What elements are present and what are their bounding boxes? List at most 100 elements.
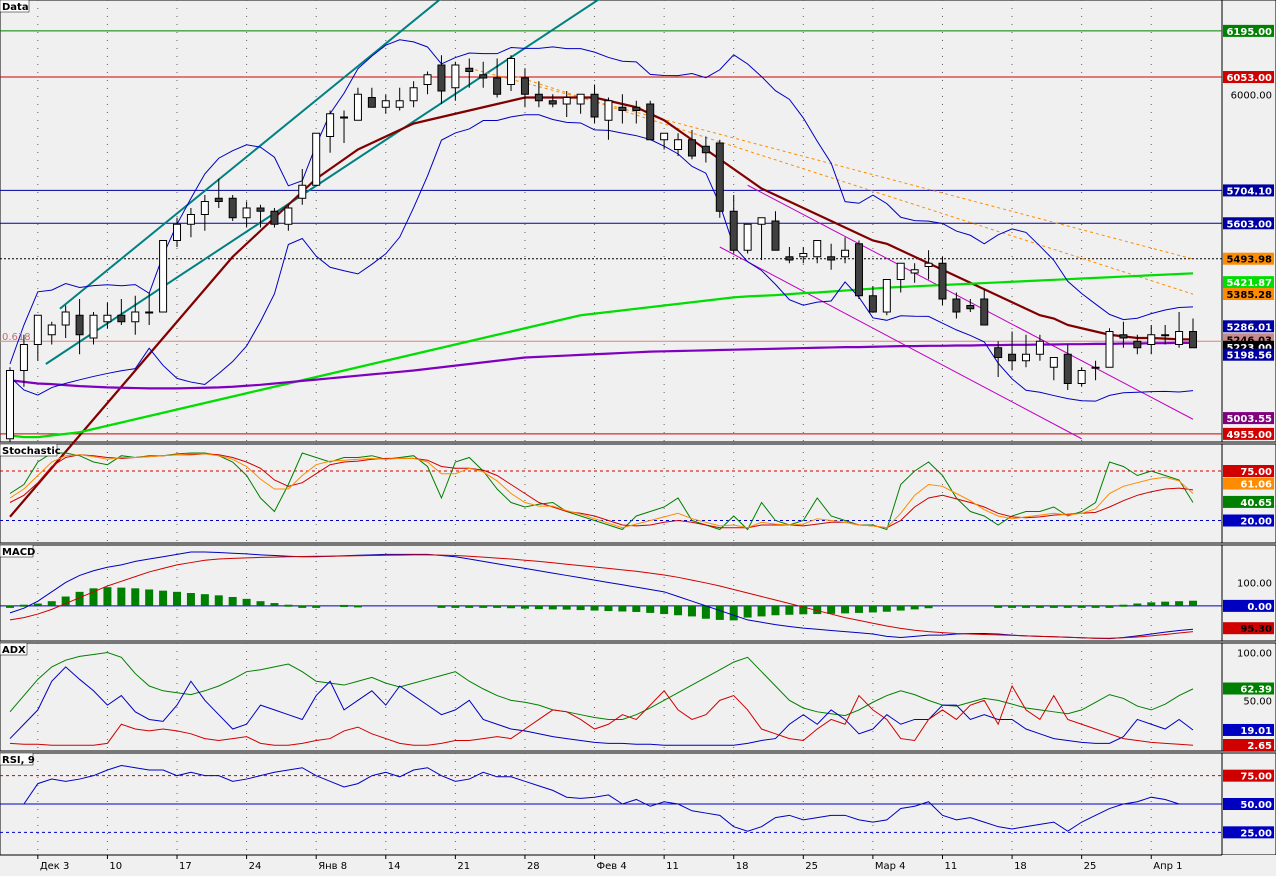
candle-body bbox=[701, 145, 710, 154]
candle bbox=[312, 132, 321, 186]
candle bbox=[980, 289, 989, 326]
candle bbox=[493, 58, 502, 98]
bollinger-lower bbox=[9, 114, 1194, 402]
candle-body bbox=[952, 298, 961, 313]
macd-histogram-bar bbox=[1175, 601, 1184, 606]
candle-body bbox=[966, 305, 975, 310]
candle-body bbox=[145, 311, 154, 314]
time-label: 18 bbox=[1014, 861, 1027, 872]
candle bbox=[534, 81, 543, 108]
candle-body bbox=[632, 106, 641, 111]
macd-histogram-bar bbox=[660, 605, 669, 615]
candle-body bbox=[924, 262, 933, 267]
candle-body bbox=[799, 253, 808, 258]
candle-body bbox=[270, 210, 279, 225]
candle-body bbox=[465, 67, 474, 72]
macd-histogram-bar bbox=[827, 605, 836, 614]
pane-title-rsi[interactable]: RSI, 9 bbox=[0, 752, 35, 766]
price-badge: 5603.00 bbox=[1226, 219, 1272, 230]
time-label: Дек 3 bbox=[40, 861, 70, 872]
candle-body bbox=[520, 77, 529, 95]
adx-tick: 100.00 bbox=[1237, 649, 1272, 660]
candle-body bbox=[242, 207, 251, 219]
candle-body bbox=[618, 106, 627, 111]
macd-tick: 100.00 bbox=[1237, 578, 1272, 589]
candle-body bbox=[437, 64, 446, 92]
macd-histogram-bar bbox=[924, 605, 933, 609]
macd-histogram-bar bbox=[590, 605, 599, 611]
macd-histogram-bar bbox=[47, 601, 56, 606]
candle-body bbox=[340, 116, 349, 119]
macd-histogram-bar bbox=[270, 603, 279, 606]
candle-body bbox=[660, 132, 669, 141]
candle bbox=[827, 243, 836, 270]
macd-histogram-bar bbox=[576, 605, 585, 611]
candle-body bbox=[75, 314, 84, 336]
candle bbox=[131, 295, 140, 335]
time-label: 14 bbox=[388, 861, 401, 872]
macd-histogram-bar bbox=[729, 605, 738, 621]
macd-histogram-bar bbox=[1021, 605, 1030, 608]
candle bbox=[785, 247, 794, 264]
macd-histogram-bar bbox=[451, 605, 460, 608]
macd-histogram-bar bbox=[534, 605, 543, 610]
macd-line-0 bbox=[9, 551, 1194, 640]
pane-title-macd[interactable]: MACD bbox=[0, 544, 35, 558]
adx-badge: 19.01 bbox=[1240, 726, 1272, 737]
candle bbox=[590, 84, 599, 124]
macd-histogram-bar bbox=[1189, 600, 1197, 606]
stoch-badge: 20.00 bbox=[1240, 517, 1272, 528]
macd-histogram-bar bbox=[242, 598, 251, 606]
trendline-down-lower bbox=[719, 246, 1082, 440]
candle bbox=[409, 81, 418, 108]
macd-histogram-bar bbox=[353, 605, 362, 608]
candle bbox=[1021, 334, 1030, 368]
pane-title-data[interactable]: Data bbox=[0, 0, 30, 13]
pane-title-macd-label: MACD bbox=[2, 547, 35, 558]
candle bbox=[882, 279, 891, 316]
candle bbox=[6, 367, 14, 442]
candle-body bbox=[1063, 353, 1072, 384]
macd-histogram-bar bbox=[562, 605, 571, 610]
candle-body bbox=[1189, 331, 1197, 349]
candle-body bbox=[604, 100, 613, 121]
pane-title-adx[interactable]: ADX bbox=[0, 642, 28, 656]
macd-histogram-bar bbox=[479, 605, 488, 608]
candle bbox=[701, 136, 710, 163]
candle bbox=[353, 87, 362, 121]
candle-body bbox=[1105, 331, 1114, 368]
candle bbox=[103, 302, 112, 329]
candle-body bbox=[423, 74, 432, 85]
candle-body bbox=[479, 74, 488, 79]
macd-histogram-bar bbox=[771, 605, 780, 616]
pane-title-stochastic[interactable]: Stochastic bbox=[0, 443, 61, 457]
macd-histogram-bar bbox=[604, 605, 613, 612]
macd-histogram-bar bbox=[1049, 605, 1058, 608]
candle bbox=[938, 256, 947, 306]
macd-histogram-bar bbox=[1119, 604, 1128, 607]
candle-body bbox=[590, 93, 599, 118]
candle bbox=[632, 100, 641, 124]
candle-body bbox=[534, 93, 543, 102]
candle-body bbox=[131, 311, 140, 323]
candle-body bbox=[813, 240, 822, 258]
price-badge: 6195.00 bbox=[1226, 27, 1272, 38]
rsi-badge-bg bbox=[1223, 798, 1274, 810]
candle-body bbox=[19, 344, 28, 371]
candle-body bbox=[841, 249, 850, 258]
candle-body bbox=[827, 256, 836, 261]
time-label: 25 bbox=[805, 861, 818, 872]
candle bbox=[1063, 344, 1072, 390]
adx-line-2 bbox=[9, 684, 1194, 746]
pane-title-stochastic-label: Stochastic bbox=[2, 446, 61, 457]
macd-histogram-bar bbox=[312, 605, 321, 608]
candle bbox=[924, 250, 933, 280]
price-badge-bg bbox=[1223, 412, 1274, 425]
candle-body bbox=[938, 262, 947, 300]
time-label: 21 bbox=[457, 861, 470, 872]
candle bbox=[1077, 367, 1086, 387]
candle bbox=[799, 247, 808, 264]
candle-body bbox=[715, 142, 724, 212]
macd-histogram-bar bbox=[882, 605, 891, 612]
macd-histogram-bar bbox=[1133, 603, 1142, 606]
